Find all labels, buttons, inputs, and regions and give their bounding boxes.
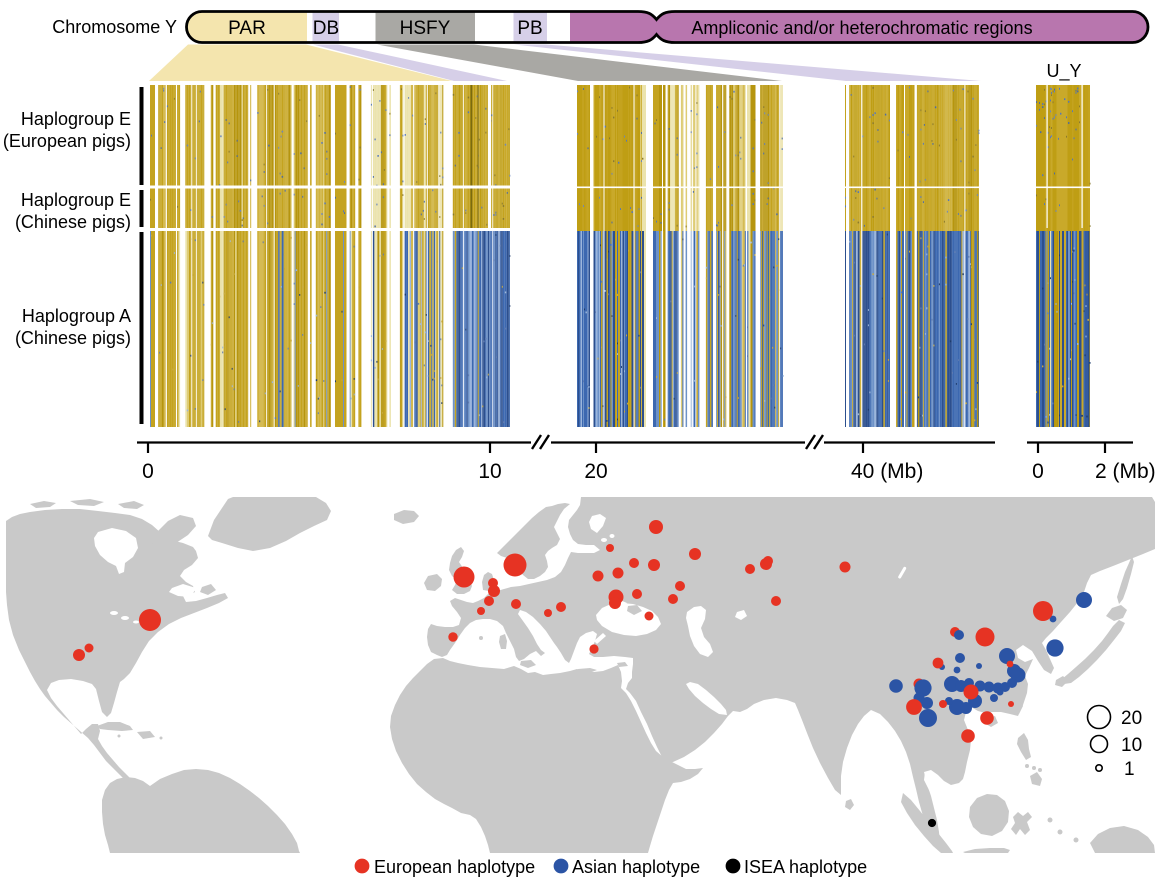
svg-text:20: 20 [1121,708,1142,729]
svg-text:DB: DB [313,18,339,39]
svg-text:(European pigs): (European pigs) [3,131,131,151]
svg-text:Asian haplotype: Asian haplotype [572,857,700,877]
svg-text:40 (Mb): 40 (Mb) [851,460,923,483]
svg-text:(Chinese pigs): (Chinese pigs) [15,328,131,348]
svg-text:Haplogroup E: Haplogroup E [21,190,131,210]
svg-text:U_Y: U_Y [1046,61,1081,82]
svg-text:0: 0 [1032,460,1044,483]
svg-text:European haplotype: European haplotype [374,857,535,877]
svg-text:2 (Mb): 2 (Mb) [1095,460,1156,483]
svg-text:20: 20 [584,460,607,483]
svg-text:1: 1 [1124,759,1135,780]
svg-text:Ampliconic and/or heterochroma: Ampliconic and/or heterochromatic region… [691,18,1032,38]
svg-text:10: 10 [1121,735,1142,756]
svg-text:Haplogroup A: Haplogroup A [22,306,131,326]
svg-text:PAR: PAR [228,18,266,39]
svg-text:ISEA haplotype: ISEA haplotype [744,857,867,877]
svg-text:10: 10 [478,460,501,483]
svg-text:Haplogroup E: Haplogroup E [21,109,131,129]
svg-text:PB: PB [517,18,542,39]
svg-text:Chromosome Y: Chromosome Y [52,17,177,37]
svg-text:HSFY: HSFY [400,18,451,39]
svg-text:(Chinese pigs): (Chinese pigs) [15,212,131,232]
svg-text:0: 0 [142,460,154,483]
